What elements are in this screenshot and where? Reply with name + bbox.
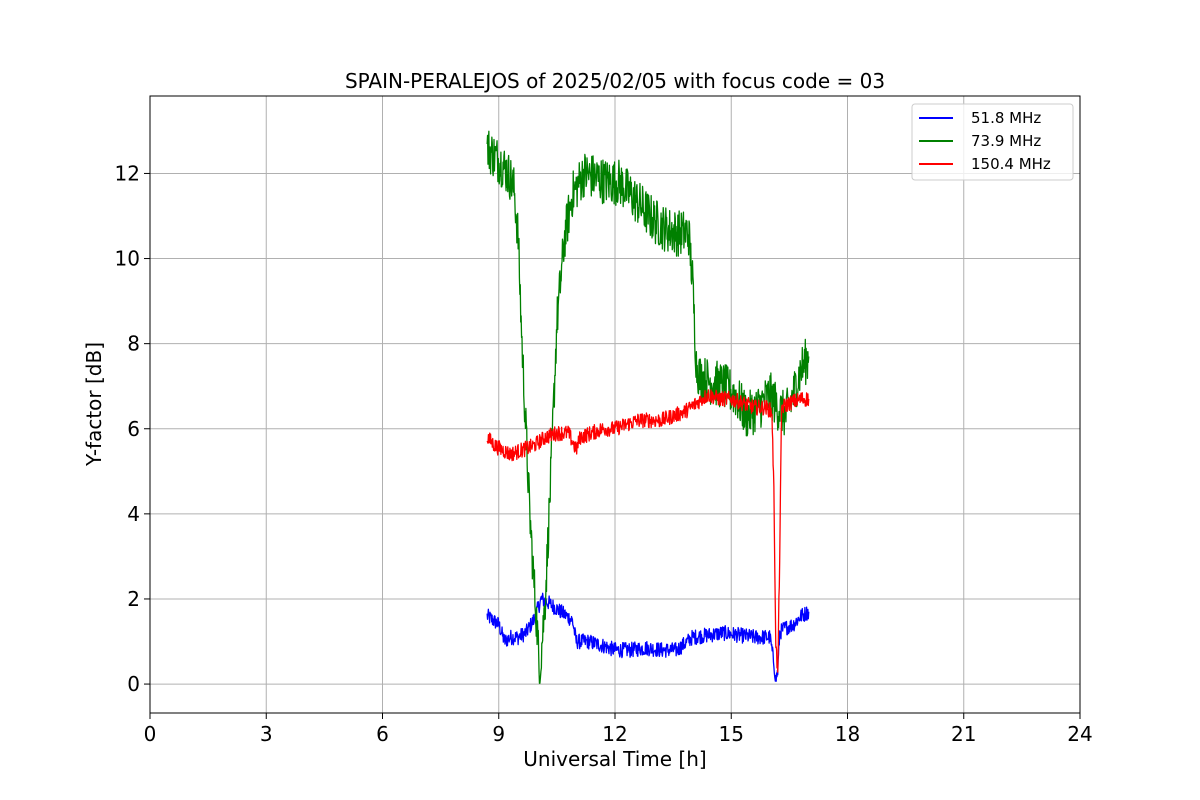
legend-label: 51.8 MHz bbox=[971, 109, 1041, 127]
y-tick-label: 8 bbox=[127, 332, 140, 356]
y-tick-label: 6 bbox=[127, 417, 140, 441]
legend-box bbox=[911, 103, 1074, 181]
x-tick-label: 21 bbox=[951, 722, 976, 746]
x-tick-label: 9 bbox=[492, 722, 505, 746]
y-tick-label: 4 bbox=[127, 502, 140, 526]
y-axis-label: Y-factor [dB] bbox=[82, 342, 106, 467]
x-tick-label: 15 bbox=[719, 722, 744, 746]
y-tick-label: 12 bbox=[115, 161, 140, 185]
legend-label: 73.9 MHz bbox=[971, 132, 1041, 150]
legend-label: 150.4 MHz bbox=[971, 155, 1051, 173]
x-tick-label: 3 bbox=[260, 722, 273, 746]
x-tick-label: 0 bbox=[144, 722, 157, 746]
series-layer bbox=[486, 130, 810, 684]
x-tick-label: 6 bbox=[376, 722, 389, 746]
series-line-2 bbox=[486, 130, 810, 684]
y-tick-label: 0 bbox=[127, 672, 140, 696]
x-axis-label: Universal Time [h] bbox=[523, 747, 706, 771]
x-tick-label: 12 bbox=[602, 722, 627, 746]
y-tick-label: 2 bbox=[127, 587, 140, 611]
y-axis: 0 2 4 6 8 10 12 bbox=[115, 161, 150, 696]
series-line-1 bbox=[486, 592, 810, 682]
x-tick-label: 18 bbox=[835, 722, 860, 746]
x-tick-label: 24 bbox=[1067, 722, 1092, 746]
y-tick-label: 10 bbox=[115, 247, 140, 271]
chart-title: SPAIN-PERALEJOS of 2025/02/05 with focus… bbox=[345, 69, 885, 93]
legend: 51.8 MHz 73.9 MHz 150.4 MHz bbox=[911, 103, 1074, 181]
x-axis: 0 3 6 9 12 15 18 21 24 bbox=[144, 713, 1093, 746]
series-line-3 bbox=[486, 389, 810, 673]
